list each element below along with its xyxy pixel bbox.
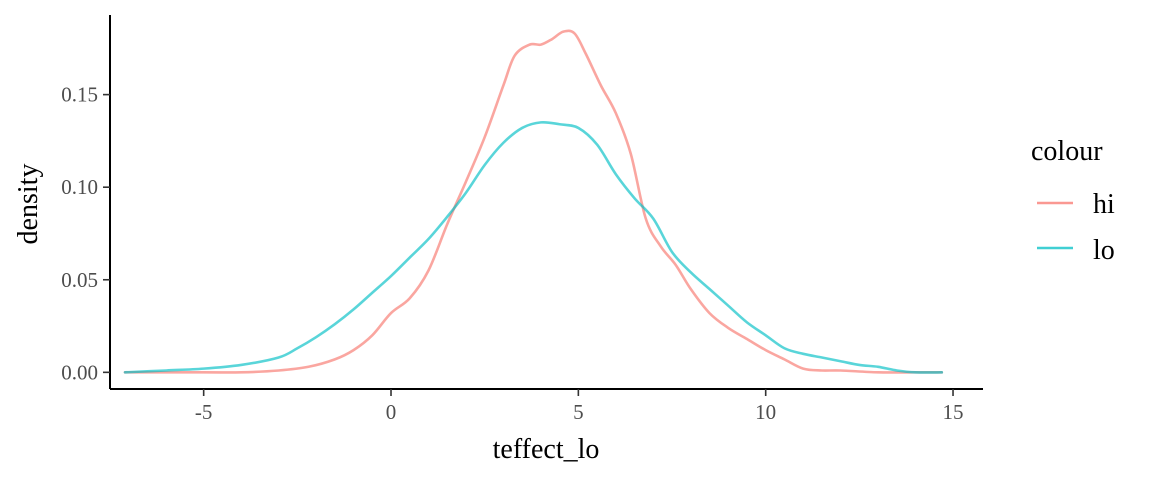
legend-label-hi: hi <box>1093 189 1115 220</box>
legend: colour hi lo <box>1031 136 1115 266</box>
series-line-lo <box>123 120 944 374</box>
x-tick-label: 5 <box>573 400 584 424</box>
axes <box>109 15 983 390</box>
x-tick-label: 10 <box>755 400 776 424</box>
y-tick-label: 0.10 <box>61 175 98 199</box>
legend-label-lo: lo <box>1093 235 1115 266</box>
x-ticks: -5 0 5 10 15 <box>195 389 964 424</box>
legend-title: colour <box>1031 136 1103 167</box>
y-ticks: 0.00 0.05 0.10 0.15 <box>61 83 110 384</box>
x-tick-label: -5 <box>195 400 213 424</box>
x-tick-label: 15 <box>943 400 964 424</box>
x-tick-label: 0 <box>386 400 397 424</box>
x-axis-title: teffect_lo <box>493 434 600 465</box>
y-tick-label: 0.05 <box>61 268 98 292</box>
plot-lines <box>123 29 944 374</box>
y-tick-label: 0.15 <box>61 83 98 107</box>
y-axis-title: density <box>13 164 44 245</box>
y-tick-label: 0.00 <box>61 360 98 384</box>
series-line-hi <box>123 29 944 374</box>
